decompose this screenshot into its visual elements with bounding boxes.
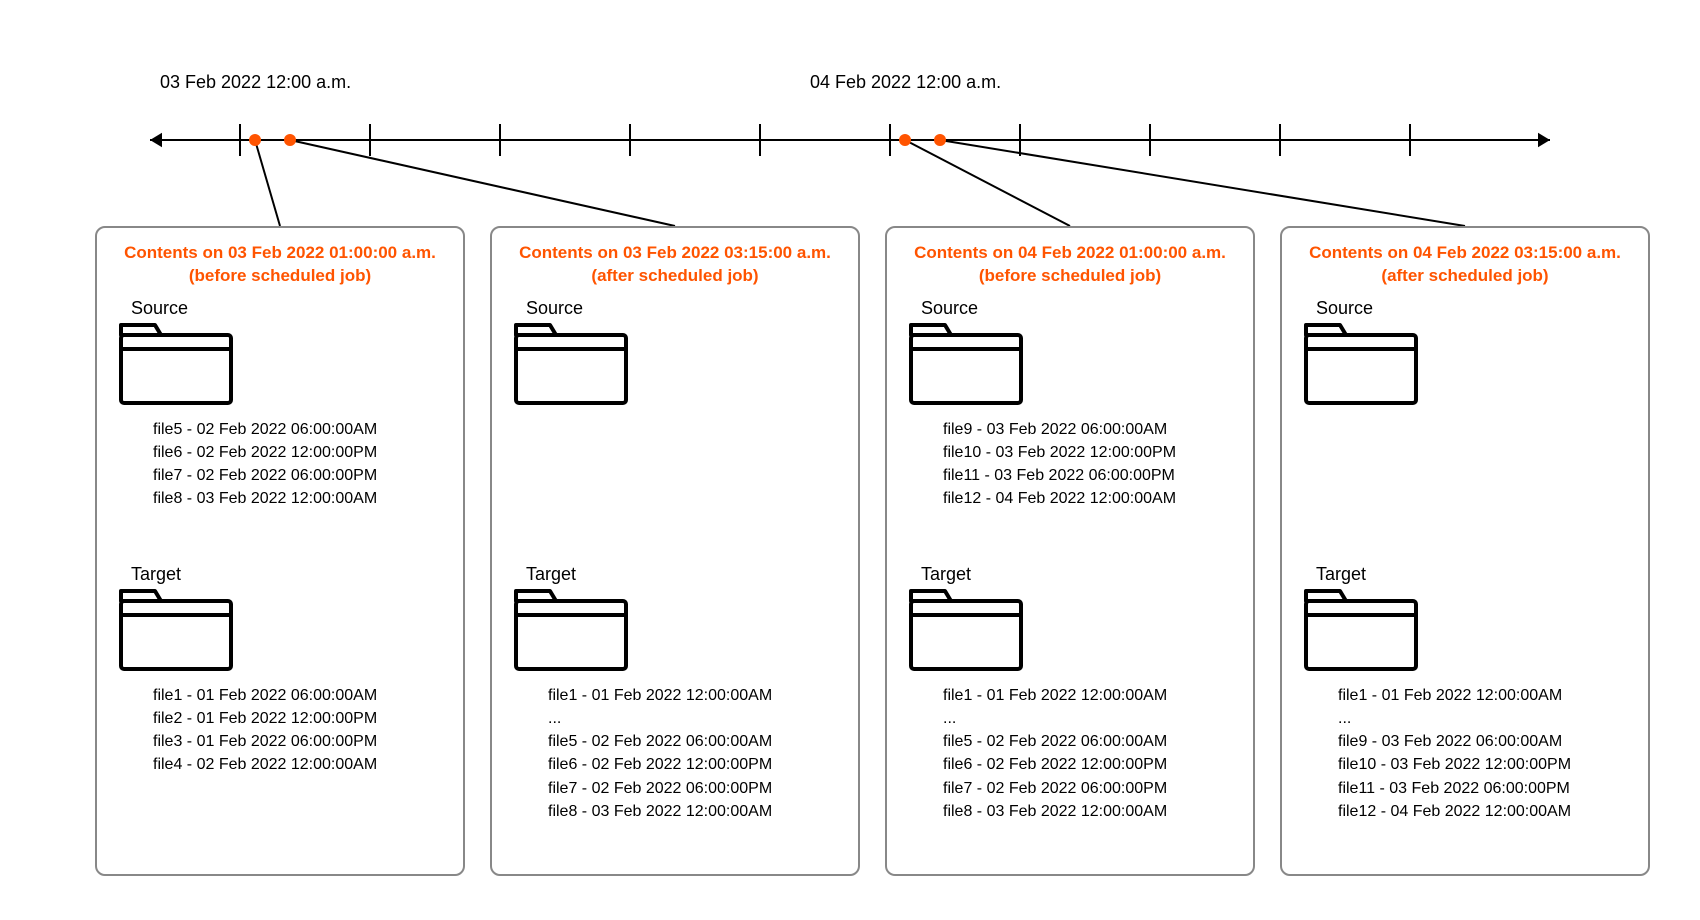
target-file-list: file1 - 01 Feb 2022 12:00:00AM...file9 -… bbox=[1338, 684, 1632, 823]
file-entry: file10 - 03 Feb 2022 12:00:00PM bbox=[1338, 753, 1632, 776]
source-block: Source bbox=[1298, 298, 1632, 558]
target-block: Target file1 - 01 Feb 2022 12:00:00AM...… bbox=[508, 564, 842, 823]
panel-title: Contents on 04 Feb 2022 01:00:00 a.m.(be… bbox=[903, 242, 1237, 288]
target-block: Target file1 - 01 Feb 2022 06:00:00AMfil… bbox=[113, 564, 447, 777]
file-entry: file1 - 01 Feb 2022 06:00:00AM bbox=[153, 684, 447, 707]
target-file-list: file1 - 01 Feb 2022 12:00:00AM...file5 -… bbox=[548, 684, 842, 823]
file-entry: file12 - 04 Feb 2022 12:00:00AM bbox=[943, 487, 1237, 510]
file-entry: file1 - 01 Feb 2022 12:00:00AM bbox=[548, 684, 842, 707]
diagram-stage: 03 Feb 2022 12:00 a.m. 04 Feb 2022 12:00… bbox=[0, 0, 1700, 920]
folder-icon bbox=[512, 321, 630, 407]
panel-title-line1: Contents on 04 Feb 2022 01:00:00 a.m. bbox=[903, 242, 1237, 265]
source-file-list: file5 - 02 Feb 2022 06:00:00AMfile6 - 02… bbox=[153, 418, 447, 511]
source-block: Source bbox=[508, 298, 842, 558]
file-entry: file10 - 03 Feb 2022 12:00:00PM bbox=[943, 441, 1237, 464]
file-entry: file8 - 03 Feb 2022 12:00:00AM bbox=[943, 800, 1237, 823]
file-entry: file8 - 03 Feb 2022 12:00:00AM bbox=[153, 487, 447, 510]
file-entry: file7 - 02 Feb 2022 06:00:00PM bbox=[943, 777, 1237, 800]
panel-title: Contents on 03 Feb 2022 03:15:00 a.m.(af… bbox=[508, 242, 842, 288]
panel-title-line1: Contents on 04 Feb 2022 03:15:00 a.m. bbox=[1298, 242, 1632, 265]
snapshot-panel: Contents on 03 Feb 2022 03:15:00 a.m.(af… bbox=[490, 226, 860, 876]
file-entry: file12 - 04 Feb 2022 12:00:00AM bbox=[1338, 800, 1632, 823]
file-entry: file9 - 03 Feb 2022 06:00:00AM bbox=[1338, 730, 1632, 753]
target-label: Target bbox=[1316, 564, 1632, 585]
file-entry: file4 - 02 Feb 2022 12:00:00AM bbox=[153, 753, 447, 776]
source-block: Source file9 - 03 Feb 2022 06:00:00AMfil… bbox=[903, 298, 1237, 558]
panel-title-line2: (after scheduled job) bbox=[1298, 265, 1632, 288]
snapshot-panel: Contents on 04 Feb 2022 03:15:00 a.m.(af… bbox=[1280, 226, 1650, 876]
source-file-list: file9 - 03 Feb 2022 06:00:00AMfile10 - 0… bbox=[943, 418, 1237, 511]
target-file-list: file1 - 01 Feb 2022 06:00:00AMfile2 - 01… bbox=[153, 684, 447, 777]
folder-icon bbox=[117, 321, 235, 407]
source-label: Source bbox=[1316, 298, 1632, 319]
target-label: Target bbox=[921, 564, 1237, 585]
file-entry: ... bbox=[548, 707, 842, 730]
target-block: Target file1 - 01 Feb 2022 12:00:00AM...… bbox=[903, 564, 1237, 823]
file-entry: file5 - 02 Feb 2022 06:00:00AM bbox=[153, 418, 447, 441]
file-entry: file2 - 01 Feb 2022 12:00:00PM bbox=[153, 707, 447, 730]
target-block: Target file1 - 01 Feb 2022 12:00:00AM...… bbox=[1298, 564, 1632, 823]
panel-title-line2: (after scheduled job) bbox=[508, 265, 842, 288]
folder-icon bbox=[907, 321, 1025, 407]
snapshot-panel: Contents on 04 Feb 2022 01:00:00 a.m.(be… bbox=[885, 226, 1255, 876]
folder-icon bbox=[1302, 321, 1420, 407]
folder-icon bbox=[1302, 587, 1420, 673]
file-entry: file6 - 02 Feb 2022 12:00:00PM bbox=[943, 753, 1237, 776]
target-label: Target bbox=[131, 564, 447, 585]
panel-title-line1: Contents on 03 Feb 2022 03:15:00 a.m. bbox=[508, 242, 842, 265]
target-file-list: file1 - 01 Feb 2022 12:00:00AM...file5 -… bbox=[943, 684, 1237, 823]
file-entry: file7 - 02 Feb 2022 06:00:00PM bbox=[153, 464, 447, 487]
file-entry: file7 - 02 Feb 2022 06:00:00PM bbox=[548, 777, 842, 800]
panel-title: Contents on 03 Feb 2022 01:00:00 a.m.(be… bbox=[113, 242, 447, 288]
panel-title-line2: (before scheduled job) bbox=[903, 265, 1237, 288]
target-label: Target bbox=[526, 564, 842, 585]
source-block: Source file5 - 02 Feb 2022 06:00:00AMfil… bbox=[113, 298, 447, 558]
file-entry: file3 - 01 Feb 2022 06:00:00PM bbox=[153, 730, 447, 753]
file-entry: file5 - 02 Feb 2022 06:00:00AM bbox=[548, 730, 842, 753]
folder-icon bbox=[512, 587, 630, 673]
file-entry: file6 - 02 Feb 2022 12:00:00PM bbox=[153, 441, 447, 464]
file-entry: file11 - 03 Feb 2022 06:00:00PM bbox=[1338, 777, 1632, 800]
snapshot-panel: Contents on 03 Feb 2022 01:00:00 a.m.(be… bbox=[95, 226, 465, 876]
file-entry: ... bbox=[1338, 707, 1632, 730]
file-entry: file11 - 03 Feb 2022 06:00:00PM bbox=[943, 464, 1237, 487]
source-label: Source bbox=[526, 298, 842, 319]
file-entry: file1 - 01 Feb 2022 12:00:00AM bbox=[1338, 684, 1632, 707]
panel-title-line1: Contents on 03 Feb 2022 01:00:00 a.m. bbox=[113, 242, 447, 265]
file-entry: file9 - 03 Feb 2022 06:00:00AM bbox=[943, 418, 1237, 441]
file-entry: ... bbox=[943, 707, 1237, 730]
panel-title-line2: (before scheduled job) bbox=[113, 265, 447, 288]
source-label: Source bbox=[921, 298, 1237, 319]
panel-title: Contents on 04 Feb 2022 03:15:00 a.m.(af… bbox=[1298, 242, 1632, 288]
file-entry: file1 - 01 Feb 2022 12:00:00AM bbox=[943, 684, 1237, 707]
file-entry: file5 - 02 Feb 2022 06:00:00AM bbox=[943, 730, 1237, 753]
file-entry: file6 - 02 Feb 2022 12:00:00PM bbox=[548, 753, 842, 776]
folder-icon bbox=[117, 587, 235, 673]
folder-icon bbox=[907, 587, 1025, 673]
source-label: Source bbox=[131, 298, 447, 319]
file-entry: file8 - 03 Feb 2022 12:00:00AM bbox=[548, 800, 842, 823]
